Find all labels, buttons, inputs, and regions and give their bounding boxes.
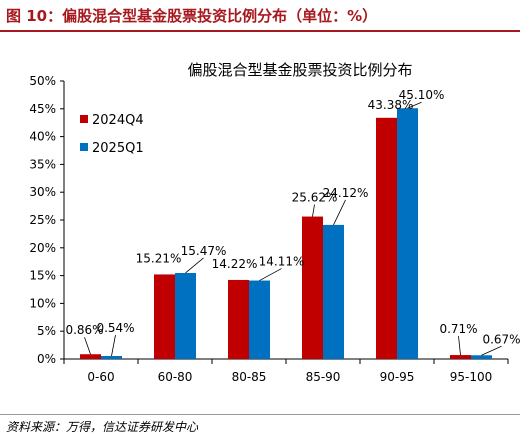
x-tick-label: 85-90 <box>306 370 341 384</box>
data-label-leader <box>185 257 204 274</box>
y-tick-label: 20% <box>29 241 56 255</box>
data-label: 0.67% <box>482 332 520 346</box>
legend: 2024Q4 2025Q1 <box>80 113 144 156</box>
x-tick-label: 90-95 <box>380 370 415 384</box>
data-label: 45.10% <box>399 88 445 102</box>
axes: 0% 5% 10% 15% 20% 25% 30% 35% 40% 45% 50% 0-60 60-80… <box>29 74 509 384</box>
legend-label: 2025Q1 <box>92 141 144 156</box>
source-rule <box>0 414 520 415</box>
bar-series-1 <box>80 354 101 359</box>
x-tick-label: 80-85 <box>232 370 267 384</box>
data-label: 0.86% <box>65 323 103 337</box>
y-tick-label: 50% <box>29 74 56 88</box>
data-label: 0.54% <box>96 321 134 335</box>
data-label-leader <box>481 345 502 356</box>
figure-title: 图 10：偏股混合型基金股票投资比例分布（单位：%） <box>6 7 378 25</box>
figure-source: 资料来源：万得，信达证券研发中心 <box>6 420 199 434</box>
y-tick-label: 0% <box>37 352 56 366</box>
bar-series-1 <box>376 117 397 360</box>
y-tick-label: 25% <box>29 213 56 227</box>
bar-series-1 <box>450 355 471 359</box>
data-label-leader <box>407 101 422 109</box>
y-tick-label: 15% <box>29 269 56 283</box>
y-tick-label: 45% <box>29 102 56 116</box>
data-label: 24.12% <box>323 186 369 200</box>
legend-swatch <box>80 115 88 123</box>
y-tick-label: 40% <box>29 130 56 144</box>
y-tick-label: 5% <box>37 324 56 338</box>
bar-series-1 <box>302 216 323 359</box>
figure-header: 图 10：偏股混合型基金股票投资比例分布（单位：%） <box>0 0 520 30</box>
bars <box>80 108 492 360</box>
data-label-leader <box>259 268 282 281</box>
data-label: 0.71% <box>439 322 477 336</box>
data-label: 15.21% <box>136 251 182 265</box>
data-label-leader <box>84 337 91 355</box>
data-labels: 0.86% 15.21% 14.22% 25.62% 43.38% 0.71% 0.54% 1… <box>65 88 520 357</box>
chart-title: 偏股混合型基金股票投资比例分布 <box>187 61 412 79</box>
data-label-leader <box>312 204 315 217</box>
y-tick-label: 10% <box>29 296 56 310</box>
bar-series-1 <box>228 279 249 359</box>
bar-series-2 <box>397 108 418 359</box>
x-tick-label: 95-100 <box>450 370 493 384</box>
bar-series-2 <box>175 272 196 359</box>
bar-series-2 <box>249 280 270 359</box>
bar-series-1 <box>154 274 175 359</box>
data-label: 14.22% <box>212 257 258 271</box>
y-tick-label: 30% <box>29 185 56 199</box>
data-label: 43.38% <box>368 98 414 112</box>
bar-series-2 <box>101 355 122 359</box>
y-tick-label: 35% <box>29 157 56 171</box>
legend-swatch <box>80 143 88 151</box>
bar-series-2 <box>471 355 492 359</box>
x-tick-label: 60-80 <box>158 370 193 384</box>
data-label: 14.11% <box>259 255 305 269</box>
data-label: 15.47% <box>181 244 227 258</box>
chart-area: 偏股混合型基金股票投资比例分布 0% 5% 10% 15% 20% 25% 30% 35% 40… <box>0 32 520 414</box>
data-label-leader <box>458 336 461 356</box>
x-tick-label: 0-60 <box>87 370 114 384</box>
data-label: 25.62% <box>292 191 338 205</box>
bar-chart: 偏股混合型基金股票投资比例分布 0% 5% 10% 15% 20% 25% 30% 35% 40… <box>29 61 520 384</box>
data-label-leader <box>111 334 116 357</box>
legend-label: 2024Q4 <box>92 113 144 128</box>
data-label-leader <box>333 199 346 226</box>
title-rule <box>0 30 520 32</box>
bar-series-2 <box>323 224 344 359</box>
